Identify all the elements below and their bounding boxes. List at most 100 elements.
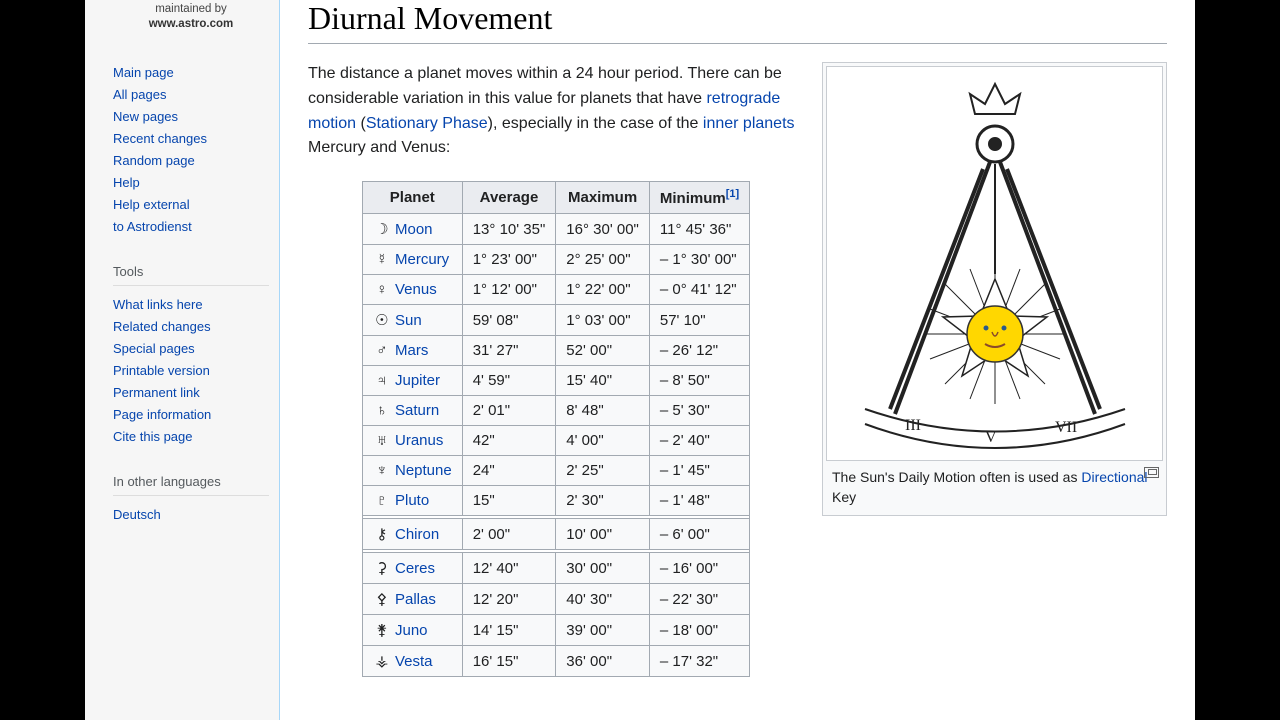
nav-item[interactable]: Printable version xyxy=(113,360,269,382)
max-cell: 36' 00" xyxy=(556,646,650,677)
max-cell: 1° 03' 00" xyxy=(556,305,650,336)
planet-link[interactable]: Neptune xyxy=(395,462,452,479)
planet-symbol-icon: ♅ xyxy=(373,432,391,449)
avg-cell: 16' 15" xyxy=(462,646,556,677)
planet-symbol-icon: ⚵ xyxy=(373,621,391,639)
nav-item[interactable]: to Astrodienst xyxy=(113,216,269,238)
avg-cell: 1° 23' 00" xyxy=(462,245,556,275)
planet-cell: ♆ Neptune xyxy=(362,456,462,486)
avg-cell: 12' 20" xyxy=(462,584,556,615)
planet-symbol-icon: ⚷ xyxy=(373,525,391,543)
table-row: ⚶ Vesta 16' 15"36' 00"– 17' 32" xyxy=(362,646,749,677)
planet-symbol-icon: ♄ xyxy=(373,402,391,419)
min-cell: 11° 45' 36" xyxy=(649,214,749,245)
planet-link[interactable]: Chiron xyxy=(395,526,439,543)
link-inner-planets[interactable]: inner planets xyxy=(703,115,795,132)
avg-cell: 15" xyxy=(462,486,556,516)
planet-cell: ♂ Mars xyxy=(362,336,462,366)
max-cell: 39' 00" xyxy=(556,615,650,646)
nav-item[interactable]: What links here xyxy=(113,294,269,316)
min-cell: – 1' 48" xyxy=(649,486,749,516)
planet-symbol-icon: ⚳ xyxy=(373,559,391,577)
nav-item[interactable]: New pages xyxy=(113,106,269,128)
figure-image[interactable]: III V VII xyxy=(826,66,1163,461)
min-cell: – 18' 00" xyxy=(649,615,749,646)
nav-item[interactable]: Page information xyxy=(113,404,269,426)
nav-item[interactable]: Deutsch xyxy=(113,504,269,526)
nav-item[interactable]: Help external xyxy=(113,194,269,216)
planet-link[interactable]: Ceres xyxy=(395,560,435,577)
max-cell: 52' 00" xyxy=(556,336,650,366)
nav-item[interactable]: Random page xyxy=(113,150,269,172)
nav-item[interactable]: Cite this page xyxy=(113,426,269,448)
planet-cell: ⚷ Chiron xyxy=(362,519,462,550)
avg-cell: 1° 12' 00" xyxy=(462,275,556,305)
min-cell: – 17' 32" xyxy=(649,646,749,677)
nav-heading: In other languages xyxy=(113,466,269,496)
table-row: ♆ Neptune24"2' 25"– 1' 45" xyxy=(362,456,749,486)
planet-cell: ⚴ Pallas xyxy=(362,584,462,615)
min-cell: – 8' 50" xyxy=(649,366,749,396)
avg-cell: 59' 08" xyxy=(462,305,556,336)
planet-link[interactable]: Moon xyxy=(395,221,433,238)
link-stationary[interactable]: Stationary Phase xyxy=(366,115,488,132)
planet-link[interactable]: Jupiter xyxy=(395,372,440,389)
max-cell: 30' 00" xyxy=(556,553,650,584)
planet-cell: ♇ Pluto xyxy=(362,486,462,516)
max-cell: 1° 22' 00" xyxy=(556,275,650,305)
nav-item[interactable]: All pages xyxy=(113,84,269,106)
nav-item[interactable]: Special pages xyxy=(113,338,269,360)
caption-link[interactable]: Directional xyxy=(1081,469,1147,485)
planet-link[interactable]: Saturn xyxy=(395,402,439,419)
nav-item[interactable]: Help xyxy=(113,172,269,194)
max-cell: 15' 40" xyxy=(556,366,650,396)
planet-link[interactable]: Pluto xyxy=(395,492,429,509)
logo-area: maintained bywww.astro.com xyxy=(113,0,269,32)
planet-symbol-icon: ♂ xyxy=(373,342,391,359)
figure-box: III V VII The Sun's Daily Motion often i… xyxy=(822,62,1167,516)
min-cell: – 1' 45" xyxy=(649,456,749,486)
table-row: ♅ Uranus42"4' 00"– 2' 40" xyxy=(362,426,749,456)
planet-link[interactable]: Juno xyxy=(395,622,428,639)
planet-link[interactable]: Uranus xyxy=(395,432,443,449)
sidebar: maintained bywww.astro.com Main pageAll … xyxy=(85,0,280,720)
planet-symbol-icon: ♃ xyxy=(373,372,391,389)
planet-symbol-icon: ⚶ xyxy=(373,652,391,670)
planet-symbol-icon: ☉ xyxy=(373,311,391,329)
nav-item[interactable]: Permanent link xyxy=(113,382,269,404)
planet-link[interactable]: Pallas xyxy=(395,591,436,608)
svg-text:III: III xyxy=(905,417,921,434)
max-cell: 16° 30' 00" xyxy=(556,214,650,245)
min-cell: – 6' 00" xyxy=(649,519,749,550)
planet-link[interactable]: Sun xyxy=(395,312,422,329)
table-row: ♃ Jupiter 4' 59"15' 40"– 8' 50" xyxy=(362,366,749,396)
nav-item[interactable]: Main page xyxy=(113,62,269,84)
avg-cell: 42" xyxy=(462,426,556,456)
footnote-ref[interactable]: [1] xyxy=(726,188,739,200)
table-row: ⚷ Chiron2' 00"10' 00"– 6' 00" xyxy=(362,519,749,550)
min-cell: – 26' 12" xyxy=(649,336,749,366)
min-cell: – 16' 00" xyxy=(649,553,749,584)
nav-item[interactable]: Recent changes xyxy=(113,128,269,150)
min-cell: – 22' 30" xyxy=(649,584,749,615)
min-cell: – 0° 41' 12" xyxy=(649,275,749,305)
planet-link[interactable]: Mercury xyxy=(395,251,449,268)
enlarge-icon[interactable] xyxy=(1144,467,1159,478)
planet-link[interactable]: Mars xyxy=(395,342,428,359)
table-row: ♇ Pluto15"2' 30"– 1' 48" xyxy=(362,486,749,516)
avg-cell: 12' 40" xyxy=(462,553,556,584)
planet-link[interactable]: Venus xyxy=(395,281,437,298)
avg-cell: 4' 59" xyxy=(462,366,556,396)
planet-link[interactable]: Vesta xyxy=(395,653,433,670)
diurnal-table: PlanetAverageMaximumMinimum[1] ☽ Moon13°… xyxy=(362,181,750,677)
max-cell: 2° 25' 00" xyxy=(556,245,650,275)
nav-item[interactable]: Related changes xyxy=(113,316,269,338)
table-row: ⚳ Ceres 12' 40"30' 00"– 16' 00" xyxy=(362,553,749,584)
table-header: Minimum[1] xyxy=(649,182,749,214)
table-header: Average xyxy=(462,182,556,214)
planet-cell: ☿ Mercury xyxy=(362,245,462,275)
planet-cell: ♅ Uranus xyxy=(362,426,462,456)
max-cell: 10' 00" xyxy=(556,519,650,550)
table-row: ♄ Saturn2' 01"8' 48"– 5' 30" xyxy=(362,396,749,426)
max-cell: 4' 00" xyxy=(556,426,650,456)
